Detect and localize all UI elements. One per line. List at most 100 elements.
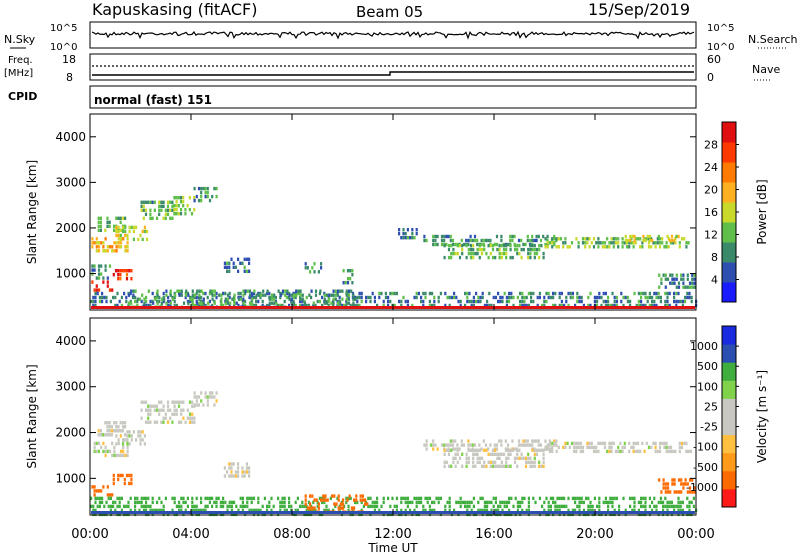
power-cell: [542, 234, 545, 239]
velocity-cell: [673, 508, 676, 513]
power-cell: [671, 277, 674, 281]
velocity-ground-cell: [177, 511, 179, 514]
power-cell: [570, 241, 574, 245]
power-cell: [686, 291, 689, 296]
velocity-cell: [121, 421, 124, 425]
velocity-cell: [110, 433, 113, 437]
power-cell: [598, 295, 601, 300]
power-cell: [657, 295, 660, 300]
power-cell: [651, 295, 654, 300]
velocity-cell: [138, 508, 141, 513]
power-cell: [195, 194, 198, 199]
power-cell: [180, 289, 183, 293]
power-ground-cell: [239, 306, 241, 309]
velocity-ground-cell: [607, 511, 609, 514]
velocity-cell: [686, 496, 689, 501]
velocity-cell: [206, 395, 209, 399]
colorbar-tick-label: 25: [704, 400, 718, 413]
power-cell: [644, 295, 647, 300]
power-cell: [677, 234, 680, 239]
power-cell: [316, 299, 319, 304]
velocity-ground-cell: [629, 511, 631, 514]
velocity-cell: [630, 445, 633, 450]
velocity-cell: [108, 493, 112, 497]
velocity-cell: [465, 460, 468, 464]
power-cell: [251, 297, 254, 301]
power-cell: [115, 233, 118, 238]
velocity-cell: [96, 504, 99, 509]
power-cell: [606, 237, 609, 241]
power-cell: [266, 303, 269, 308]
velocity-ground-cell: [117, 511, 119, 514]
power-cell: [125, 299, 128, 304]
power-cell: [480, 238, 483, 243]
velocity-cell: [677, 478, 681, 482]
velocity-cell: [309, 494, 312, 498]
power-cell: [106, 224, 109, 228]
velocity-cell: [333, 494, 336, 498]
power-ground-cell: [645, 306, 647, 309]
velocity-ground-cell: [311, 511, 313, 514]
power-ground-cell: [155, 306, 157, 309]
velocity-cell: [608, 449, 611, 454]
velocity-cell: [460, 443, 463, 447]
power-ground-cell: [629, 306, 631, 309]
velocity-ground-cell: [417, 511, 419, 514]
velocity-cell: [446, 500, 449, 505]
velocity-cell: [128, 473, 131, 478]
power-cell: [356, 303, 359, 308]
power-cell: [443, 255, 446, 260]
velocity-cell: [655, 508, 658, 513]
power-ground-cell: [205, 306, 207, 309]
power-ground-cell: [347, 306, 349, 309]
velocity-cell: [677, 508, 680, 513]
power-cell: [215, 291, 218, 296]
velocity-cell: [480, 447, 483, 451]
velocity-ground-cell: [603, 511, 605, 514]
velocity-cell: [125, 504, 128, 509]
power-cell: [621, 241, 624, 245]
power-cell: [518, 243, 521, 248]
power-cell: [213, 301, 216, 305]
power-cell: [685, 241, 688, 245]
velocity-cell: [423, 443, 426, 447]
velocity-ground-cell: [263, 511, 265, 514]
power-cell: [342, 269, 345, 273]
velocity-cell: [371, 504, 374, 509]
power-cell: [358, 303, 361, 308]
power-cell: [206, 295, 209, 300]
power-cell: [527, 291, 530, 296]
power-cell: [496, 247, 499, 252]
power-cell: [151, 216, 154, 220]
velocity-cell: [136, 496, 139, 501]
velocity-cell: [659, 496, 662, 501]
power-cell: [671, 273, 674, 277]
velocity-cell: [591, 512, 594, 517]
velocity-cell: [123, 477, 126, 482]
power-cell: [613, 299, 616, 304]
power-ground-cell: [429, 306, 431, 309]
velocity-cell: [97, 449, 101, 454]
power-cell: [93, 288, 96, 292]
nsky-trace: [91, 30, 695, 40]
power-ground-cell: [427, 306, 429, 309]
velocity-cell: [481, 508, 484, 513]
power-cell: [511, 234, 514, 239]
velocity-cell: [124, 433, 127, 437]
power-cell: [544, 245, 547, 249]
velocity-cell: [458, 447, 461, 451]
power-cell: [554, 291, 557, 296]
power-cell: [664, 299, 667, 304]
power-ground-cell: [361, 306, 363, 309]
power-ground-cell: [561, 306, 563, 309]
power-cell: [675, 299, 678, 304]
power-ground-cell: [185, 306, 187, 309]
power-cell: [675, 234, 678, 239]
velocity-cell: [629, 496, 632, 501]
velocity-cell: [224, 500, 227, 505]
velocity-cell: [452, 460, 455, 464]
power-cell: [587, 295, 590, 300]
power-cell: [639, 237, 642, 241]
velocity-cell: [680, 490, 683, 494]
velocity-cell: [533, 456, 536, 460]
